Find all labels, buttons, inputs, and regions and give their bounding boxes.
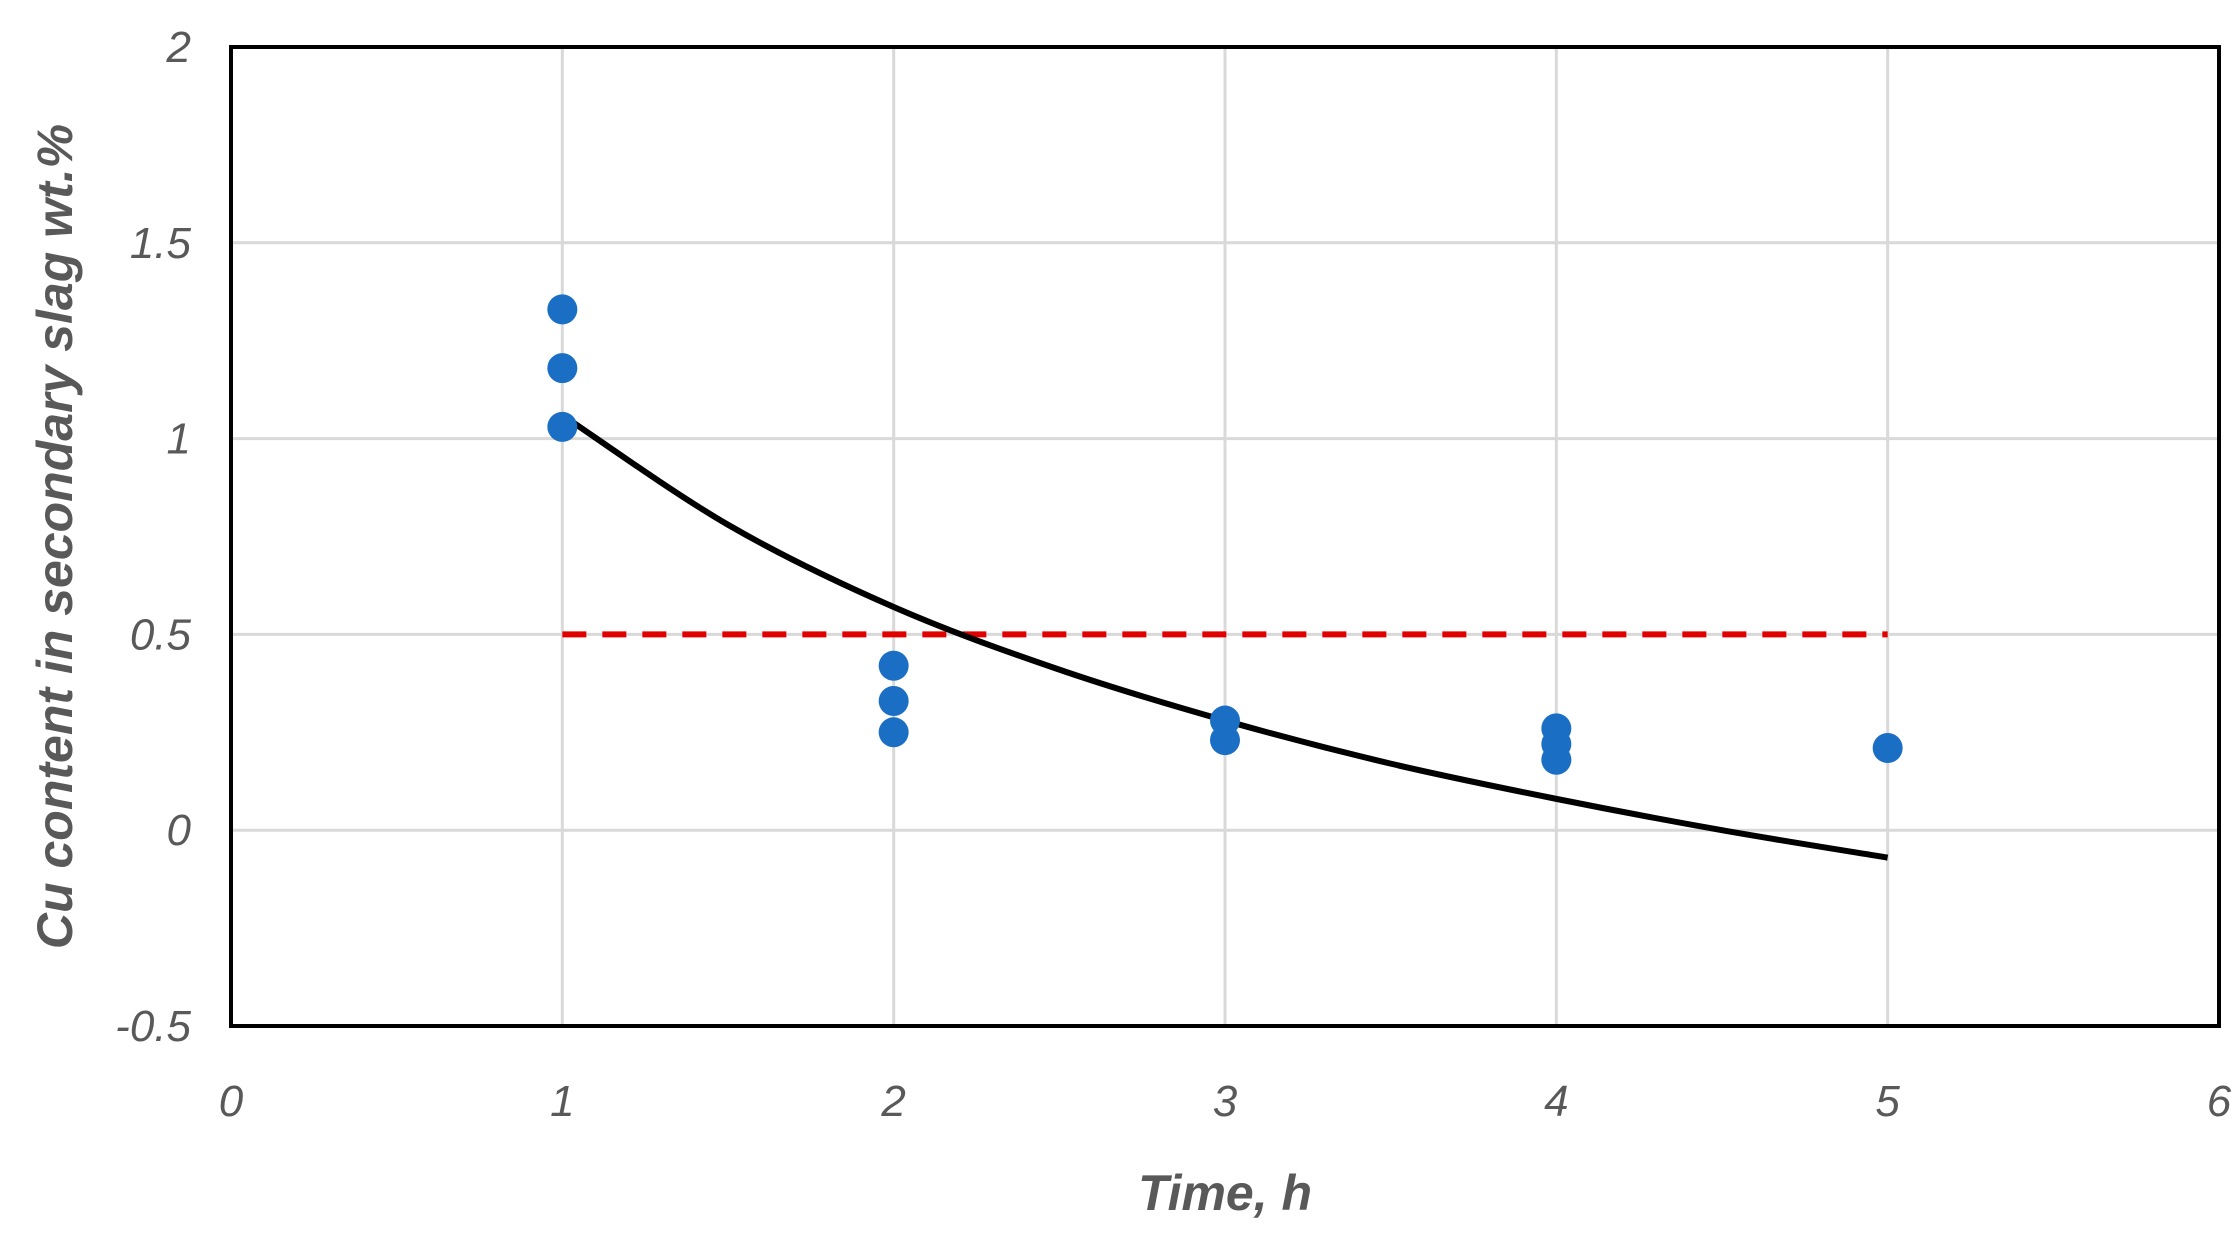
x-axis-title: Time, h bbox=[1138, 1165, 1312, 1221]
data-point bbox=[878, 685, 909, 716]
y-tick-label: 1.5 bbox=[130, 219, 192, 268]
x-tick-label: 4 bbox=[1544, 1077, 1568, 1126]
gridlines bbox=[229, 45, 2221, 1028]
x-tick-label: 0 bbox=[219, 1077, 244, 1126]
data-point bbox=[547, 411, 578, 442]
y-tick-label: 0.5 bbox=[130, 610, 192, 659]
y-tick-labels: -0.5 0 0.5 1 1.5 2 bbox=[115, 23, 191, 1051]
data-point bbox=[547, 294, 578, 325]
data-point bbox=[1541, 744, 1572, 775]
data-point bbox=[878, 717, 909, 748]
x-tick-labels: 0 1 2 3 4 5 6 bbox=[219, 1077, 2232, 1126]
data-points bbox=[547, 294, 1903, 775]
y-tick-label: 0 bbox=[167, 806, 192, 855]
x-tick-label: 3 bbox=[1213, 1077, 1238, 1126]
plot-area-border bbox=[229, 45, 2221, 1028]
data-point bbox=[878, 650, 909, 681]
y-tick-label: 2 bbox=[166, 23, 191, 72]
x-tick-label: 5 bbox=[1875, 1077, 1900, 1126]
x-tick-label: 1 bbox=[550, 1077, 574, 1126]
y-tick-label: 1 bbox=[167, 415, 191, 464]
x-tick-label: 6 bbox=[2207, 1077, 2232, 1126]
data-point bbox=[547, 353, 578, 384]
data-point bbox=[1872, 732, 1903, 763]
y-tick-label: -0.5 bbox=[115, 1002, 191, 1051]
x-tick-label: 2 bbox=[880, 1077, 905, 1126]
data-point bbox=[1210, 725, 1240, 756]
y-axis-title: Cu content in secondary slag wt.% bbox=[27, 124, 83, 949]
